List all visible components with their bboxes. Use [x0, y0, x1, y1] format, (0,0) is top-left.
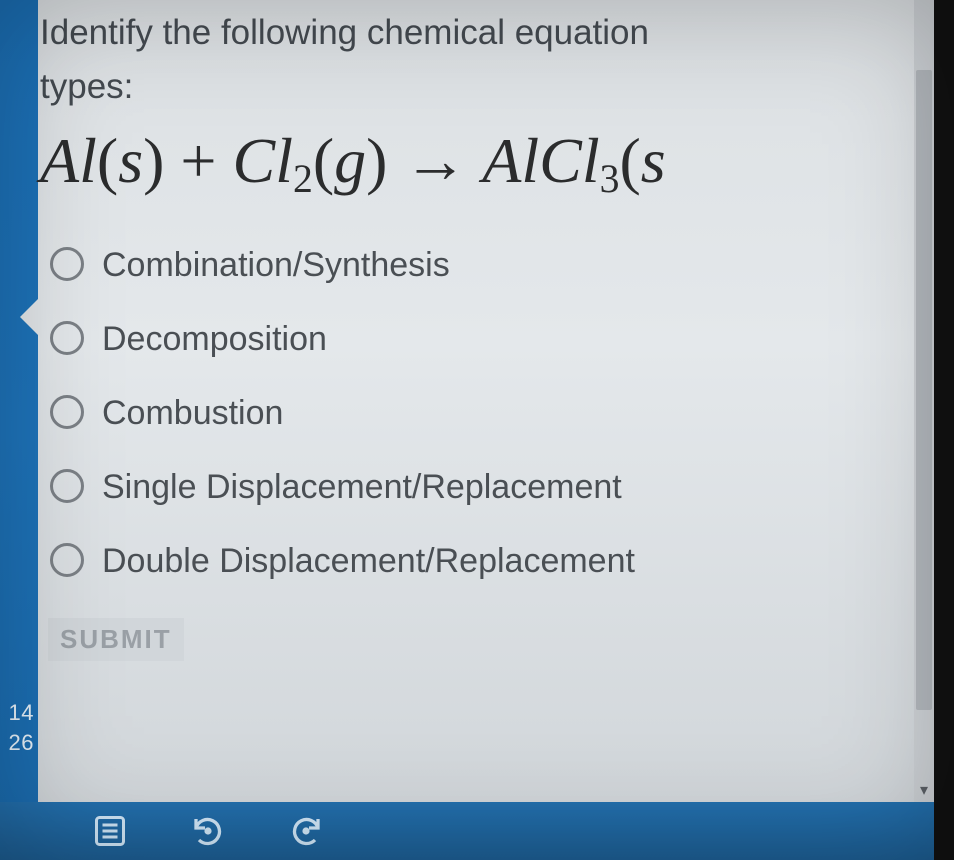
- radio-icon: [50, 469, 84, 503]
- left-sidebar: 14 26: [0, 0, 38, 860]
- option-label: Combination/Synthesis: [102, 243, 450, 289]
- redo-icon[interactable]: [286, 811, 326, 851]
- option-label: Combustion: [102, 391, 283, 437]
- options-group: Combination/Synthesis Decomposition Comb…: [40, 229, 934, 598]
- scrollbar-thumb[interactable]: [916, 70, 932, 710]
- radio-icon: [50, 395, 84, 429]
- list-icon[interactable]: [90, 811, 130, 851]
- bottom-toolbar: [0, 802, 934, 860]
- option-label: Decomposition: [102, 317, 327, 363]
- stem-line-2: types:: [40, 67, 133, 106]
- stem-line-1: Identify the following chemical equation: [40, 13, 649, 52]
- viewport: 14 26 Identify the following chemical eq…: [0, 0, 934, 860]
- option-combination[interactable]: Combination/Synthesis: [40, 229, 934, 303]
- chemical-equation: Al(s) + Cl2(g) → AlCl3(s: [40, 123, 934, 204]
- option-combustion[interactable]: Combustion: [40, 377, 934, 451]
- vertical-scrollbar[interactable]: ▾: [914, 0, 934, 802]
- radio-icon: [50, 321, 84, 355]
- undo-icon[interactable]: [188, 811, 228, 851]
- screen: 14 26 Identify the following chemical eq…: [0, 0, 954, 860]
- radio-icon: [50, 247, 84, 281]
- option-label: Double Displacement/Replacement: [102, 539, 635, 585]
- question-panel: Identify the following chemical equation…: [38, 0, 934, 860]
- option-decomposition[interactable]: Decomposition: [40, 303, 934, 377]
- option-double-displacement[interactable]: Double Displacement/Replacement: [40, 525, 934, 599]
- counter-total: 26: [0, 730, 38, 756]
- counter-current: 14: [0, 700, 38, 726]
- option-single-displacement[interactable]: Single Displacement/Replacement: [40, 451, 934, 525]
- question-stem: Identify the following chemical equation…: [40, 0, 934, 115]
- scroll-down-arrow[interactable]: ▾: [914, 782, 934, 798]
- submit-button[interactable]: SUBMIT: [48, 618, 184, 661]
- radio-icon: [50, 543, 84, 577]
- option-label: Single Displacement/Replacement: [102, 465, 622, 511]
